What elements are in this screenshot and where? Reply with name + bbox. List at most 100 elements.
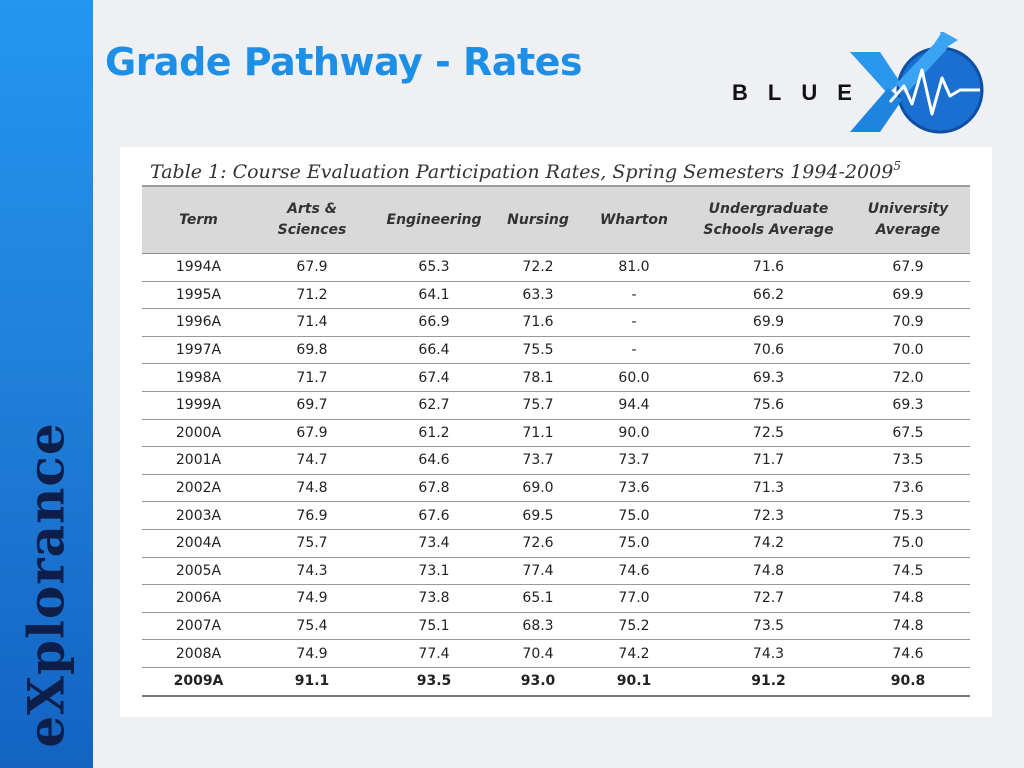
table-body: 1994A 67.9 65.3 72.2 81.0 71.6 67.9 1995A 71.2 64…	[142, 253, 970, 697]
rate-cell: 90.8	[846, 667, 970, 697]
table-row: 1998A 71.7 67.4 78.1 60.0 69.3 72.0	[142, 363, 970, 392]
term-cell: 2009A	[142, 667, 255, 697]
rate-cell: 71.4	[255, 308, 369, 337]
rate-cell: 75.2	[577, 612, 691, 641]
column-header: Arts & Sciences	[255, 185, 369, 254]
rate-cell: -	[577, 336, 691, 365]
table-row: 2005A 74.3 73.1 77.4 74.6 74.8 74.5	[142, 557, 970, 586]
rate-cell: 67.8	[369, 474, 499, 503]
rate-cell: 93.0	[499, 667, 577, 697]
rate-cell: 72.2	[499, 253, 577, 282]
rate-cell: 75.0	[846, 529, 970, 558]
rate-cell: 69.8	[255, 336, 369, 365]
rate-cell: 64.1	[369, 281, 499, 310]
rate-cell: 74.6	[577, 557, 691, 586]
rate-cell: 68.3	[499, 612, 577, 641]
rate-cell: -	[577, 308, 691, 337]
rate-cell: 72.6	[499, 529, 577, 558]
table-row: 1994A 67.9 65.3 72.2 81.0 71.6 67.9	[142, 253, 970, 282]
table-row: 1996A 71.4 66.9 71.6-69.9 70.9	[142, 308, 970, 337]
rate-cell: 74.8	[691, 557, 846, 586]
rate-cell: 67.9	[846, 253, 970, 282]
rate-cell: 73.5	[691, 612, 846, 641]
table-row: 2003A 76.9 67.6 69.5 75.0 72.3 75.3	[142, 501, 970, 530]
rate-cell: 74.8	[846, 612, 970, 641]
rate-cell: 77.4	[499, 557, 577, 586]
rate-cell: 61.2	[369, 419, 499, 448]
rate-cell: 60.0	[577, 363, 691, 392]
rate-cell: 67.4	[369, 363, 499, 392]
term-cell: 1997A	[142, 336, 255, 365]
participation-rates-table: Term Arts & Sciences Engineering Nursing Wha…	[142, 185, 970, 697]
table-header: Term Arts & Sciences Engineering Nursing Wha…	[142, 185, 970, 254]
rate-cell: 75.5	[499, 336, 577, 365]
brand-vertical-text: eXplorance	[16, 422, 76, 748]
rate-cell: 69.0	[499, 474, 577, 503]
rate-cell: 69.5	[499, 501, 577, 530]
table-image-panel: Table 1: Course Evaluation Participation…	[120, 147, 992, 717]
column-header: Undergraduate Schools Average	[691, 185, 846, 254]
term-cell: 2005A	[142, 557, 255, 586]
rate-cell: 90.1	[577, 667, 691, 697]
rate-cell: 66.9	[369, 308, 499, 337]
rate-cell: 75.4	[255, 612, 369, 641]
term-cell: 2008A	[142, 639, 255, 668]
rate-cell: 62.7	[369, 391, 499, 420]
header-row: Term Arts & Sciences Engineering Nursing Wha…	[142, 185, 970, 254]
table-row: 2004A 75.7 73.4 72.6 75.0 74.2 75.0	[142, 529, 970, 558]
rate-cell: 93.5	[369, 667, 499, 697]
rate-cell: 69.7	[255, 391, 369, 420]
rate-cell: -	[577, 281, 691, 310]
rate-cell: 69.9	[691, 308, 846, 337]
rate-cell: 72.3	[691, 501, 846, 530]
caption-text: Table 1: Course Evaluation Participation…	[150, 161, 894, 183]
rate-cell: 65.3	[369, 253, 499, 282]
term-cell: 1998A	[142, 363, 255, 392]
rate-cell: 69.3	[846, 391, 970, 420]
table-row: 2006A 74.9 73.8 65.1 77.0 72.7 74.8	[142, 584, 970, 613]
column-header: Term	[142, 185, 255, 254]
rate-cell: 74.2	[691, 529, 846, 558]
rate-cell: 66.4	[369, 336, 499, 365]
rate-cell: 73.6	[846, 474, 970, 503]
rate-cell: 66.2	[691, 281, 846, 310]
column-header: Nursing	[499, 185, 577, 254]
rate-cell: 67.5	[846, 419, 970, 448]
rate-cell: 74.6	[846, 639, 970, 668]
side-banner: eXplorance	[0, 0, 93, 768]
rate-cell: 70.4	[499, 639, 577, 668]
term-cell: 2006A	[142, 584, 255, 613]
term-cell: 2007A	[142, 612, 255, 641]
rate-cell: 73.5	[846, 446, 970, 475]
rate-cell: 78.1	[499, 363, 577, 392]
rate-cell: 77.4	[369, 639, 499, 668]
slide-title: Grade Pathway - Rates	[105, 40, 583, 84]
rate-cell: 67.9	[255, 419, 369, 448]
rate-cell: 74.7	[255, 446, 369, 475]
rate-cell: 73.6	[577, 474, 691, 503]
rate-cell: 77.0	[577, 584, 691, 613]
table-row: 1997A 69.8 66.4 75.5-70.6 70.0	[142, 336, 970, 365]
rate-cell: 65.1	[499, 584, 577, 613]
rate-cell: 74.9	[255, 639, 369, 668]
blue-logo: BLUE	[720, 30, 995, 140]
rate-cell: 74.3	[255, 557, 369, 586]
table-row: 2007A 75.4 75.1 68.3 75.2 73.5 74.8	[142, 612, 970, 641]
rate-cell: 71.6	[691, 253, 846, 282]
rate-cell: 75.0	[577, 529, 691, 558]
rate-cell: 74.2	[577, 639, 691, 668]
rate-cell: 71.7	[255, 363, 369, 392]
caption-footnote: 5	[893, 159, 901, 173]
term-cell: 1996A	[142, 308, 255, 337]
rate-cell: 75.7	[255, 529, 369, 558]
term-cell: 1995A	[142, 281, 255, 310]
table-row: 2009A 91.1 93.5 93.0 90.1 91.2 90.8	[142, 667, 970, 697]
rate-cell: 75.6	[691, 391, 846, 420]
rate-cell: 73.7	[499, 446, 577, 475]
rate-cell: 91.1	[255, 667, 369, 697]
rate-cell: 69.3	[691, 363, 846, 392]
rate-cell: 67.6	[369, 501, 499, 530]
rate-cell: 75.3	[846, 501, 970, 530]
rate-cell: 94.4	[577, 391, 691, 420]
rate-cell: 71.1	[499, 419, 577, 448]
